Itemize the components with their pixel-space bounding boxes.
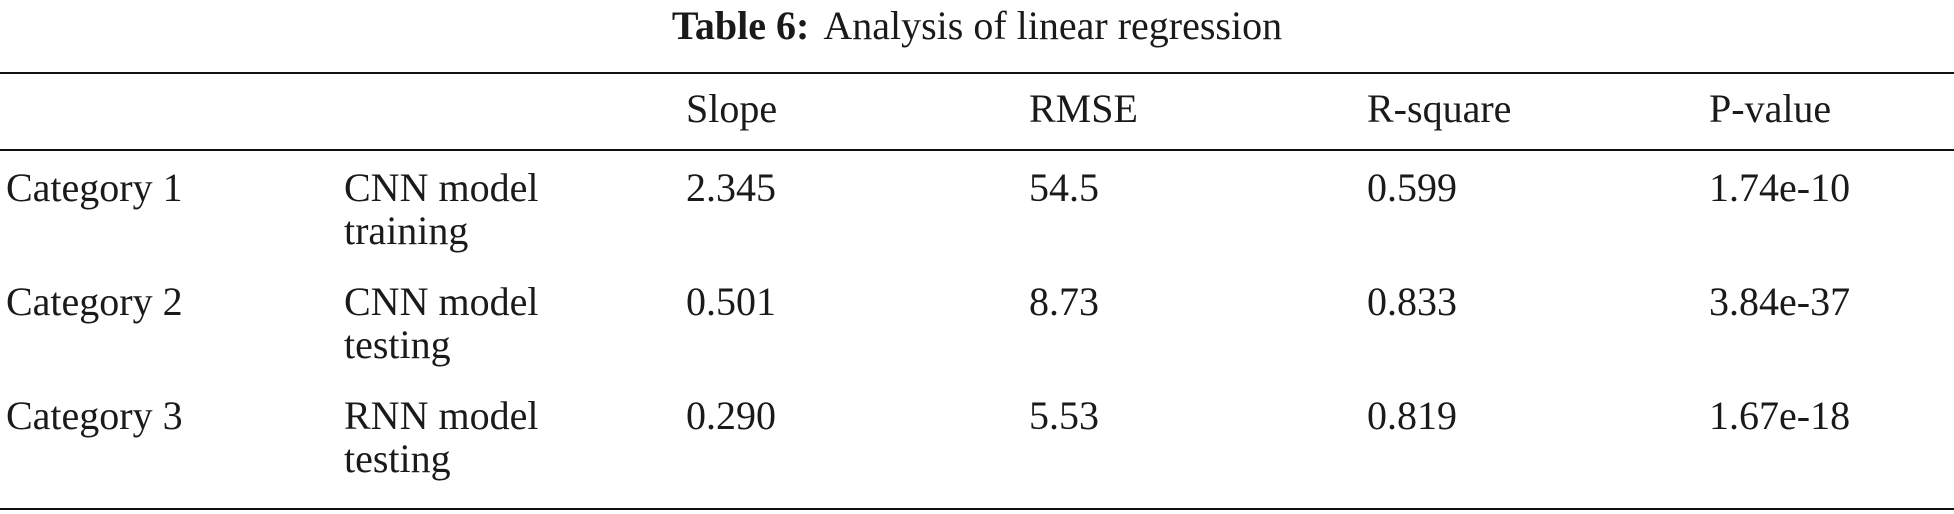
model-cell-line2: testing (344, 436, 451, 481)
model-cell: RNN model (344, 393, 539, 438)
table-number: Table 6: (671, 3, 810, 48)
rmse-cell: 5.53 (1029, 393, 1099, 438)
header-p-value: P-value (1709, 86, 1832, 131)
header-slope: Slope (686, 86, 778, 131)
table-row: Category 3 RNN model testing 0.290 5.53 … (0, 394, 1954, 514)
bottom-rule (0, 508, 1954, 510)
slope-cell: 0.290 (686, 393, 776, 438)
slope-cell: 0.501 (686, 279, 776, 324)
rmse-cell: 8.73 (1029, 279, 1099, 324)
model-cell: CNN model (344, 165, 539, 210)
table-row: Category 1 CNN model training 2.345 54.5… (0, 166, 1954, 286)
r-square-cell: 0.833 (1367, 279, 1457, 324)
r-square-cell: 0.599 (1367, 165, 1457, 210)
table-caption: Table 6: Analysis of linear regression (0, 2, 1954, 50)
model-cell: CNN model (344, 279, 539, 324)
table-row: Category 2 CNN model testing 0.501 8.73 … (0, 280, 1954, 400)
header-rmse: RMSE (1029, 86, 1138, 131)
category-cell: Category 3 (6, 393, 183, 438)
table-title: Analysis of linear regression (823, 3, 1283, 48)
rmse-cell: 54.5 (1029, 165, 1099, 210)
category-cell: Category 1 (6, 165, 183, 210)
header-r-square: R-square (1367, 86, 1512, 131)
r-square-cell: 0.819 (1367, 393, 1457, 438)
top-rule (0, 72, 1954, 74)
p-value-cell: 1.74e-10 (1709, 165, 1851, 210)
header-rule (0, 149, 1954, 151)
model-cell-line2: testing (344, 322, 451, 367)
slope-cell: 2.345 (686, 165, 776, 210)
p-value-cell: 1.67e-18 (1709, 393, 1851, 438)
p-value-cell: 3.84e-37 (1709, 279, 1851, 324)
model-cell-line2: training (344, 208, 469, 253)
category-cell: Category 2 (6, 279, 183, 324)
